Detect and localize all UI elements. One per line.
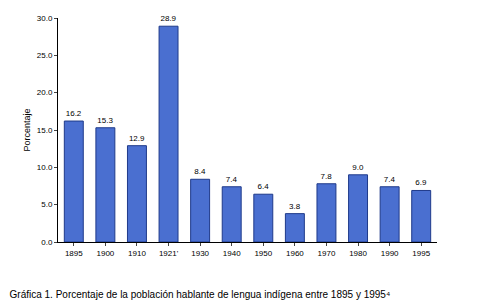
svg-text:7.4: 7.4 [226, 175, 238, 184]
svg-text:16.2: 16.2 [66, 109, 82, 118]
svg-text:30.0: 30.0 [37, 14, 53, 23]
svg-text:20.0: 20.0 [37, 88, 53, 97]
svg-text:1980: 1980 [349, 249, 367, 258]
svg-text:15.0: 15.0 [37, 126, 53, 135]
svg-text:1970: 1970 [318, 249, 336, 258]
svg-text:1900: 1900 [96, 249, 114, 258]
svg-text:6.9: 6.9 [415, 178, 427, 187]
svg-text:25.0: 25.0 [37, 51, 53, 60]
svg-text:1950: 1950 [254, 249, 272, 258]
svg-text:1910: 1910 [128, 249, 146, 258]
svg-text:1940: 1940 [223, 249, 241, 258]
svg-text:Gráfica 1. Porcentaje de la po: Gráfica 1. Porcentaje de la población ha… [10, 289, 391, 300]
svg-text:1895: 1895 [65, 249, 83, 258]
svg-text:3.8: 3.8 [289, 202, 301, 211]
svg-text:9.0: 9.0 [352, 163, 364, 172]
svg-text:28.9: 28.9 [160, 14, 176, 23]
svg-text:7.8: 7.8 [321, 172, 333, 181]
svg-text:10.0: 10.0 [37, 163, 53, 172]
svg-text:1921': 1921' [159, 249, 179, 258]
svg-text:1930: 1930 [191, 249, 209, 258]
svg-text:1960: 1960 [286, 249, 304, 258]
svg-text:5.0: 5.0 [41, 200, 53, 209]
svg-text:6.4: 6.4 [257, 182, 269, 191]
svg-text:8.4: 8.4 [194, 167, 206, 176]
svg-text:15.3: 15.3 [97, 116, 113, 125]
svg-text:0.0: 0.0 [41, 238, 53, 247]
svg-text:7.4: 7.4 [384, 175, 396, 184]
svg-text:1995: 1995 [412, 249, 430, 258]
svg-text:Porcentaje: Porcentaje [22, 108, 32, 151]
svg-text:12.9: 12.9 [129, 134, 145, 143]
svg-text:1990: 1990 [381, 249, 399, 258]
